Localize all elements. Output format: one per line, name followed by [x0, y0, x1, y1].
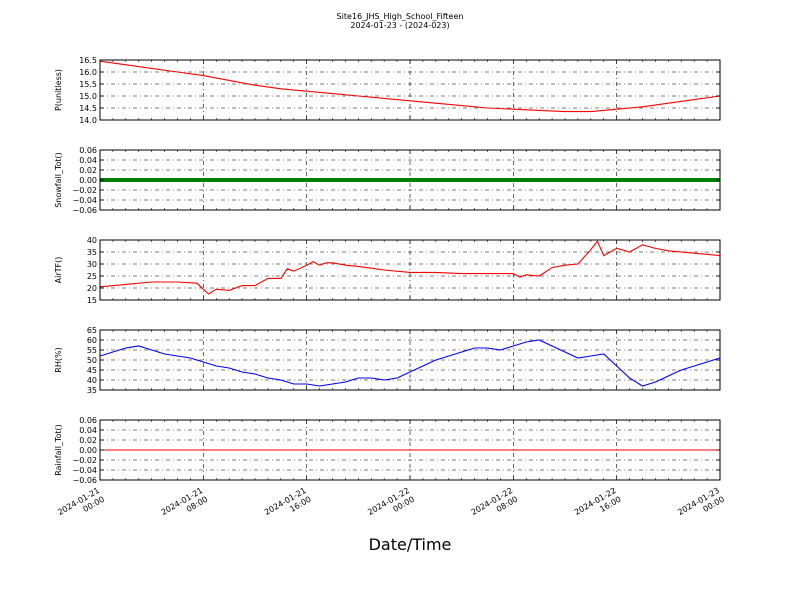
x-tick-labels: 2024-01-2100:00 2024-01-2108:00 2024-01-21…	[56, 486, 726, 526]
y-tick-label: 14.5	[79, 104, 97, 113]
x-tick-label: 2024-01-2208:00	[470, 486, 520, 526]
y-tick-label: −0.02	[72, 456, 97, 465]
chart-subtitle: 2024-01-23 - (2024-023)	[350, 21, 449, 30]
chart-title: Site16_JHS_High_School_Fifteen	[337, 12, 464, 21]
series-line	[99, 240, 721, 295]
y-tick-label: −0.02	[72, 186, 97, 195]
y-tick-label: 35	[87, 248, 97, 257]
y-axis-label: Rainfall_Tot()	[54, 424, 63, 476]
y-axis-label: AirTF()	[54, 257, 63, 284]
y-tick-label: −0.06	[72, 206, 97, 215]
panel-1: 14.0 14.5 15.0 15.5 16.0 16.5 P(unitless)	[54, 56, 721, 125]
y-tick-label: 45	[87, 366, 97, 375]
y-tick-label: 0.06	[79, 416, 97, 425]
panel-5: −0.06−0.04−0.020.000.020.040.06 Rainfall_…	[54, 416, 721, 485]
y-tick-label: 20	[87, 284, 97, 293]
x-tick-label: 2024-01-2108:00	[160, 486, 210, 526]
panel-3: 15 20 25 30 35 40 AirTF()	[54, 236, 721, 305]
y-tick-label: 16.5	[79, 56, 97, 65]
y-tick-label: 65	[87, 326, 97, 335]
panels-group: 14.0 14.5 15.0 15.5 16.0 16.5 P(unitless) −0.06…	[54, 56, 721, 485]
y-tick-label: 0.04	[79, 156, 97, 165]
y-tick-label: 30	[87, 260, 97, 269]
x-tick-label: 2024-01-2300:00	[676, 486, 726, 526]
y-tick-label: −0.06	[72, 476, 97, 485]
y-tick-label: 40	[87, 236, 97, 245]
y-tick-label: 55	[87, 346, 97, 355]
series-line	[99, 339, 721, 387]
y-tick-label: 0.00	[79, 446, 97, 455]
y-tick-label: 15.0	[79, 92, 97, 101]
axes-frame	[99, 59, 721, 121]
y-tick-label: 15.5	[79, 80, 97, 89]
y-tick-label: 14.0	[79, 116, 97, 125]
axes-frame	[99, 239, 721, 301]
y-tick-label: 0.02	[79, 166, 97, 175]
y-tick-label: 15	[87, 296, 97, 305]
series-line	[99, 60, 721, 113]
y-tick-label: −0.04	[72, 466, 97, 475]
x-tick-label: 2024-01-2100:00	[56, 486, 106, 526]
y-axis-label: P(unitless)	[54, 69, 63, 111]
x-tick-label: 2024-01-2200:00	[366, 486, 416, 526]
y-tick-label: 40	[87, 376, 97, 385]
y-tick-label: 35	[87, 386, 97, 395]
y-axis-label: RH(%)	[54, 347, 63, 372]
y-tick-label: 0.00	[79, 176, 97, 185]
y-tick-label: 25	[87, 272, 97, 281]
x-tick-label: 2024-01-2116:00	[263, 486, 313, 526]
y-tick-label: 0.04	[79, 426, 97, 435]
y-axis-label: Snowfall_Tot()	[54, 152, 63, 208]
y-tick-label: 0.02	[79, 436, 97, 445]
x-axis-label: Date/Time	[369, 535, 452, 554]
panel-2: −0.06−0.04−0.020.000.020.040.06 Snowfall_…	[54, 146, 721, 215]
y-tick-label: 50	[87, 356, 97, 365]
y-tick-label: 60	[87, 336, 97, 345]
x-tick-label: 2024-01-2216:00	[573, 486, 623, 526]
y-tick-label: 16.0	[79, 68, 97, 77]
y-tick-label: 0.06	[79, 146, 97, 155]
y-tick-label: −0.04	[72, 196, 97, 205]
